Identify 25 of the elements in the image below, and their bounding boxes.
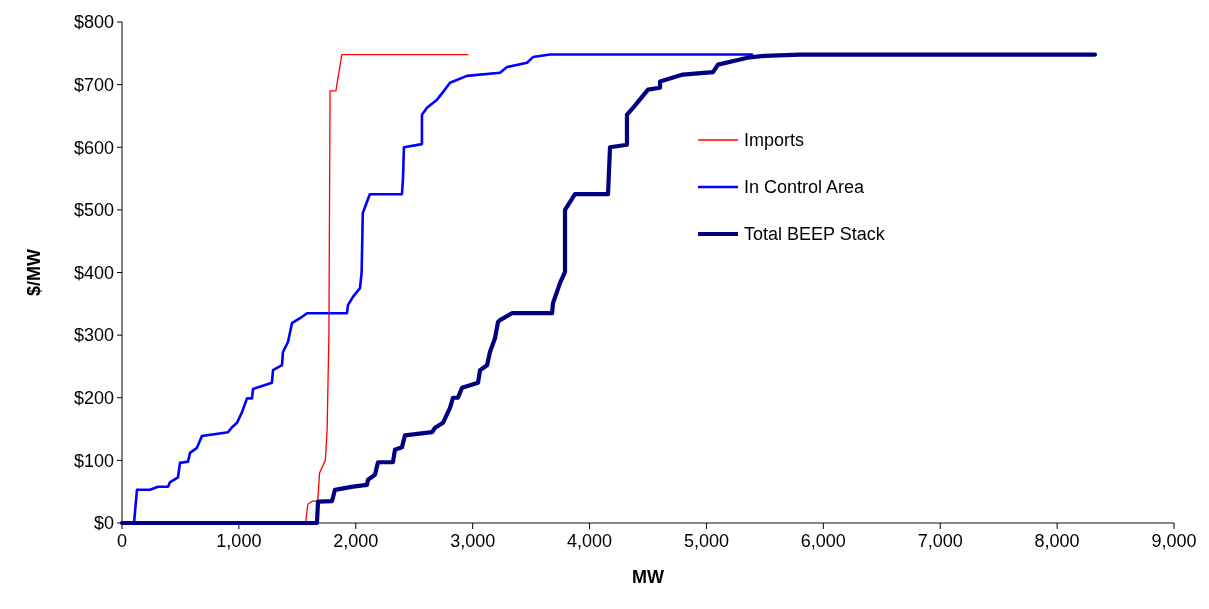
x-tick-label: 0 xyxy=(116,531,128,551)
x-tick-label: 7,000 xyxy=(917,531,963,551)
legend-label: Total BEEP Stack xyxy=(744,224,886,245)
y-tick-label: $700 xyxy=(73,74,114,95)
x-tick-label: 9,000 xyxy=(1151,531,1197,551)
x-tick-label: 8,000 xyxy=(1034,531,1080,551)
x-tick-label: 3,000 xyxy=(450,531,496,551)
y-tick-label: $600 xyxy=(73,137,114,158)
y-tick-label: $200 xyxy=(73,388,114,409)
y-tick-label: $500 xyxy=(73,200,114,221)
y-tick-label: $300 xyxy=(73,325,114,346)
y-tick-label: $800 xyxy=(73,12,114,33)
legend-label: Imports xyxy=(744,130,805,151)
y-tick-label: $0 xyxy=(93,513,114,534)
y-axis-title: $/MW xyxy=(24,248,44,296)
y-tick-label: $400 xyxy=(73,262,114,283)
x-tick-label: 5,000 xyxy=(683,531,729,551)
x-tick-label: 4,000 xyxy=(567,531,613,551)
legend-label: In Control Area xyxy=(744,177,866,198)
line-series xyxy=(119,52,1098,526)
x-tick-label: 6,000 xyxy=(800,531,846,551)
x-axis-title: MW xyxy=(632,567,664,587)
x-tick-label: 1,000 xyxy=(216,531,262,551)
y-tick-label: $100 xyxy=(73,450,114,471)
x-tick-label: 2,000 xyxy=(333,531,379,551)
